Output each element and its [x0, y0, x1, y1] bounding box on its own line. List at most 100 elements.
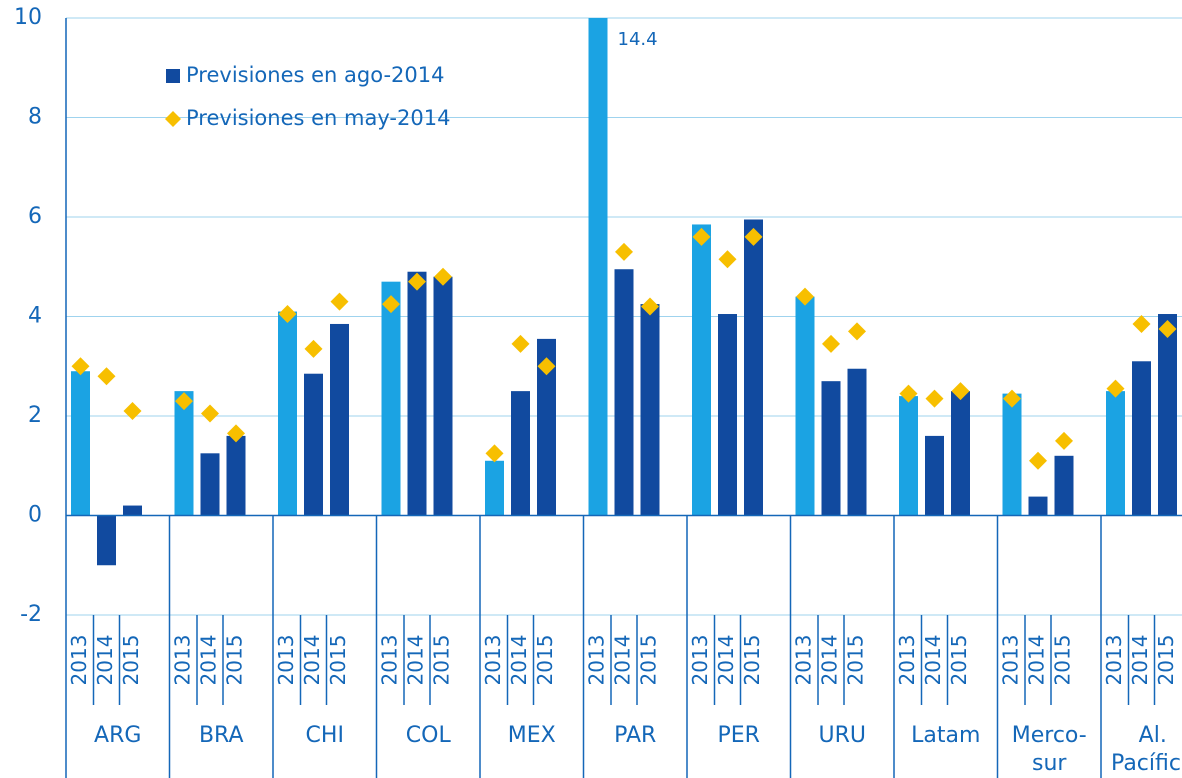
bar [640, 304, 660, 516]
x-tick-label: 2013 [481, 635, 505, 686]
bar [951, 391, 970, 516]
group-label: PAR [614, 723, 656, 748]
x-tick-label: 2014 [818, 635, 842, 686]
diamond-marker [304, 339, 323, 358]
diamond-marker [278, 305, 297, 324]
x-tick-label: 2015 [637, 635, 661, 686]
bar [718, 314, 737, 516]
bar [226, 435, 246, 516]
x-tick-label: 2013 [895, 635, 919, 686]
bar [588, 18, 608, 516]
bar [511, 391, 530, 516]
x-tick-label: 2014 [714, 635, 738, 686]
plot-area [71, 18, 1177, 566]
bar [1158, 314, 1177, 516]
bar [71, 371, 90, 516]
diamond-marker [848, 322, 866, 341]
x-tick-label: 2014 [93, 635, 117, 686]
bar [614, 269, 634, 516]
legend-label: Previsiones en ago-2014 [186, 63, 444, 87]
diamond-marker [822, 334, 840, 353]
diamond-marker [1055, 431, 1073, 450]
diamond-marker [744, 227, 763, 246]
x-tick-label: 2015 [1154, 635, 1178, 686]
y-tick-label: 10 [14, 5, 42, 30]
x-tick-label: 2013 [585, 635, 609, 686]
bar [304, 373, 323, 516]
x-tick-label: 2013 [1102, 635, 1126, 686]
diamond-marker [175, 392, 193, 411]
diamond-marker [1003, 389, 1021, 408]
x-tick-label: 2014 [197, 635, 221, 686]
diamond-marker [1029, 451, 1047, 470]
group-label: MEX [508, 723, 556, 748]
diamond-marker [1132, 314, 1151, 333]
bar [200, 453, 220, 516]
group-label: Al.Pacífico [1111, 723, 1182, 776]
x-tick-label: 2013 [378, 635, 402, 686]
group-label: BRA [199, 723, 244, 748]
bar [1132, 361, 1151, 516]
x-tick-label: 2014 [404, 635, 428, 686]
x-tick-label: 2013 [688, 635, 712, 686]
x-tick-label: 2015 [430, 635, 454, 686]
bar [537, 338, 556, 516]
x-tick-label: 2014 [1128, 635, 1152, 686]
diamond-marker [123, 402, 142, 421]
x-tick-label: 2013 [274, 635, 298, 686]
bar [795, 296, 815, 516]
diamond-marker [382, 295, 400, 314]
group-label: COL [406, 723, 452, 748]
diamond-marker [1106, 379, 1125, 398]
y-tick-label: 4 [28, 304, 42, 329]
group-label: URU [819, 723, 867, 748]
y-tick-label: 6 [28, 204, 42, 229]
legend-label: Previsiones en may-2014 [186, 106, 450, 130]
diamond-marker [537, 357, 556, 376]
group-label: CHI [306, 723, 344, 748]
bar [407, 271, 427, 516]
y-tick-label: -2 [20, 602, 42, 627]
y-tick-label: 2 [28, 403, 42, 428]
bar [1002, 393, 1022, 516]
x-tick-label: 2013 [67, 635, 91, 686]
x-tick-label: 2015 [1051, 635, 1075, 686]
group-label: Latam [911, 723, 980, 748]
group-label: ARG [94, 723, 141, 748]
x-tick-label: 2015 [326, 635, 350, 686]
bar [485, 460, 504, 516]
diamond-marker [97, 367, 116, 386]
x-tick-label: 2013 [999, 635, 1023, 686]
x-tick-label: 2013 [792, 635, 816, 686]
bar [123, 505, 142, 516]
bar [1054, 455, 1074, 516]
x-tick-label: 2015 [119, 635, 143, 686]
bar [97, 515, 116, 566]
diamond-marker [899, 384, 918, 403]
x-tick-label: 2014 [300, 635, 324, 686]
x-tick-label: 2015 [740, 635, 764, 686]
diamond-marker [641, 297, 659, 316]
diamond-marker [227, 424, 245, 443]
bar [278, 311, 297, 516]
diamond-marker [692, 227, 711, 246]
diamond-marker [615, 242, 633, 261]
diamond-marker [951, 382, 970, 401]
diamond-marker [408, 272, 426, 291]
data-label: 14.4 [618, 29, 658, 50]
x-tick-label: 2013 [171, 635, 195, 686]
bar [1106, 391, 1125, 516]
bar [744, 219, 763, 516]
x-tick-label: 2015 [533, 635, 557, 686]
bar [174, 391, 194, 516]
legend-swatch [166, 69, 180, 83]
group-label: Merco-sur [1012, 723, 1087, 776]
diamond-marker [925, 389, 944, 408]
diamond-marker [330, 292, 349, 311]
diamond-marker [796, 287, 814, 306]
x-tick-label: 2015 [844, 635, 868, 686]
diamond-marker [201, 404, 219, 423]
bar [821, 381, 841, 516]
x-tick-label: 2014 [1025, 635, 1049, 686]
